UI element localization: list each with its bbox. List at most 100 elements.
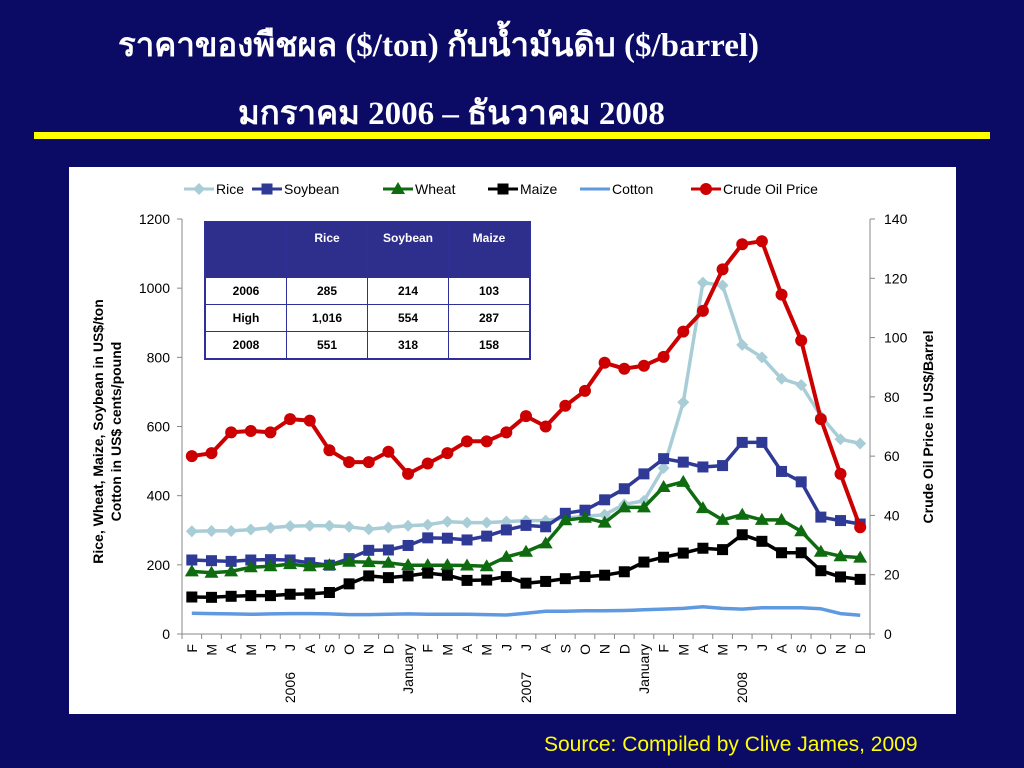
data-point-rice xyxy=(343,520,356,533)
legend-marker xyxy=(391,182,405,194)
legend-item-rice: Rice xyxy=(184,181,244,197)
table-row: 2008 551 318 158 xyxy=(204,331,531,360)
data-point-soybean xyxy=(500,524,512,536)
table-cell: 287 xyxy=(448,304,531,332)
data-point-wheat xyxy=(204,565,219,578)
data-point-crude-oil-price xyxy=(539,420,552,433)
data-point-crude-oil-price xyxy=(402,467,415,480)
data-point-soybean xyxy=(599,494,611,506)
data-point-maize xyxy=(815,565,827,577)
data-point-rice xyxy=(696,276,709,289)
data-point-soybean xyxy=(677,456,689,468)
data-point-maize xyxy=(559,573,571,585)
data-point-crude-oil-price xyxy=(284,413,297,426)
data-point-maize xyxy=(481,574,493,586)
data-point-soybean xyxy=(795,476,807,488)
legend-label: Soybean xyxy=(284,181,339,197)
data-point-rice xyxy=(598,508,611,521)
data-point-maize xyxy=(736,529,748,541)
data-point-wheat xyxy=(597,515,612,528)
data-point-crude-oil-price xyxy=(303,414,316,427)
data-point-wheat xyxy=(263,559,278,572)
data-point-soybean xyxy=(245,554,257,566)
data-point-maize xyxy=(186,591,198,603)
data-point-crude-oil-price xyxy=(834,467,847,480)
data-point-rice xyxy=(244,523,257,536)
data-point-rice xyxy=(677,396,690,409)
data-point-rice xyxy=(716,279,729,292)
y-tick-label: 1000 xyxy=(139,280,170,296)
data-point-maize xyxy=(638,556,650,568)
y2-tick-label: 100 xyxy=(884,330,908,346)
x-tick-label: N xyxy=(361,644,377,654)
y2-tick-label: 20 xyxy=(884,567,900,583)
data-point-wheat xyxy=(794,524,809,537)
data-point-soybean xyxy=(402,539,414,551)
data-point-rice xyxy=(795,379,808,391)
data-point-maize xyxy=(284,588,296,600)
data-point-wheat xyxy=(440,558,455,571)
x-tick-label: J xyxy=(498,644,514,651)
y-tick-label: 600 xyxy=(147,419,171,435)
data-point-maize xyxy=(579,571,591,583)
y2-tick-label: 140 xyxy=(884,211,908,227)
data-point-maize xyxy=(205,591,217,603)
table-cell: 2008 xyxy=(204,331,287,360)
data-point-wheat xyxy=(813,544,828,557)
data-point-crude-oil-price xyxy=(736,238,749,251)
data-point-crude-oil-price xyxy=(637,359,650,372)
data-point-wheat xyxy=(636,500,651,513)
x-tick-label: O xyxy=(341,644,357,655)
y2-axis-title: Crude Oil Price in US$/Barrel xyxy=(920,331,936,524)
data-point-wheat xyxy=(460,558,475,571)
legend-label: Maize xyxy=(520,181,558,197)
data-point-soybean xyxy=(186,554,198,566)
data-point-soybean xyxy=(382,544,394,556)
data-point-wheat xyxy=(715,512,730,525)
y-tick-label: 200 xyxy=(147,557,171,573)
table-header-row: Rice Soybean Maize xyxy=(204,221,531,278)
data-point-crude-oil-price xyxy=(264,426,277,439)
data-point-maize xyxy=(382,572,394,584)
data-point-maize xyxy=(795,547,807,559)
data-point-soybean xyxy=(441,532,453,544)
data-point-crude-oil-price xyxy=(775,288,788,301)
data-point-maize xyxy=(304,588,316,600)
data-point-maize xyxy=(776,547,788,559)
data-point-crude-oil-price xyxy=(814,413,827,426)
data-point-crude-oil-price xyxy=(323,444,336,457)
table-row: High 1,016 554 287 xyxy=(204,304,531,332)
data-point-wheat xyxy=(617,500,632,513)
data-point-wheat xyxy=(322,558,337,571)
x-tick-label: O xyxy=(577,644,593,655)
data-point-rice xyxy=(854,437,867,450)
data-point-rice xyxy=(461,516,474,529)
data-point-maize xyxy=(854,573,866,585)
x-tick-label: M xyxy=(675,644,691,656)
data-point-crude-oil-price xyxy=(500,426,513,439)
data-point-wheat xyxy=(283,557,298,570)
table-cell: 103 xyxy=(448,277,531,305)
chart-legend: Rice Soybean Wheat Maize Cotton Crude Oil Pri… xyxy=(184,181,818,197)
data-point-rice xyxy=(736,338,749,351)
data-point-wheat xyxy=(676,474,691,487)
data-point-soybean xyxy=(618,483,630,495)
x-tick-label: January xyxy=(636,644,652,694)
table-cell: 1,016 xyxy=(286,304,368,332)
price-summary-table: Rice Soybean Maize 2006 285 214 103 High… xyxy=(204,221,531,360)
x-tick-label: J xyxy=(262,644,278,651)
x-tick-label: J xyxy=(282,644,298,651)
data-point-crude-oil-price xyxy=(480,435,493,448)
legend-label: Rice xyxy=(216,181,244,197)
data-point-crude-oil-price xyxy=(343,456,356,469)
chart-axes: 0 200 400 600 800 1000 1200 0 20 40 60 80 100 120 140 F… xyxy=(90,211,936,703)
data-point-crude-oil-price xyxy=(421,457,434,470)
data-point-soybean xyxy=(756,436,768,448)
table-cell: 214 xyxy=(367,277,449,305)
x-tick-label: A xyxy=(223,643,239,653)
y-axis-title: Rice, Wheat, Maize, Soybean in US$/ton xyxy=(90,299,106,564)
x-tick-label: O xyxy=(813,644,829,655)
table-cell: High xyxy=(204,304,287,332)
table-header-cell: Maize xyxy=(448,221,531,278)
x-tick-label: D xyxy=(380,644,396,654)
